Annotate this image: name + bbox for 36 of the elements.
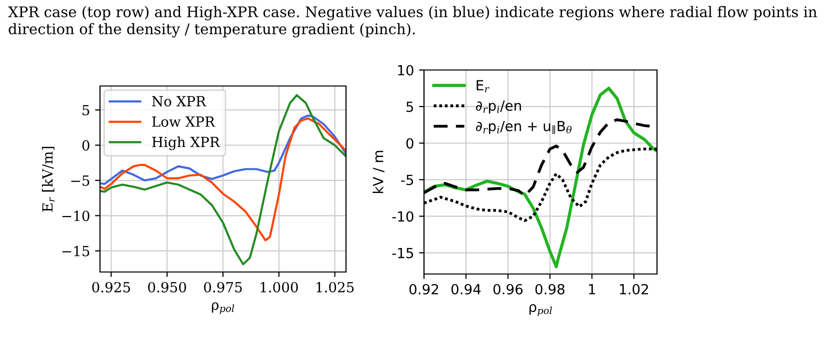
legend-label: ∂$_{r}$p$_{i}$/en + u$_{∥}$B$_{θ}$ <box>476 120 572 134</box>
x-axis-title: ρ$_{pol}$ <box>529 304 552 316</box>
x-tick-label: 1.025 <box>316 282 354 292</box>
line-series <box>100 94 346 266</box>
y-axis-title: kV / m <box>372 150 384 194</box>
legend-label: Low XPR <box>152 116 216 127</box>
y-tick-label: 0 <box>406 138 414 149</box>
legend-label: No XPR <box>152 96 206 106</box>
text: XPR case (top row) and High-XPR case. Negative values (in blue) indicate regions where radial flow points in direction of the density / temperature gradient (pinch). <box>8 6 817 38</box>
x-tick-label: 0.94 <box>451 284 481 294</box>
legend-label: ∂$_{r}$p$_{i}$/en <box>476 100 521 114</box>
x-axis-title: ρ$_{pol}$ <box>212 302 234 314</box>
x-tick-label: 1.02 <box>620 284 648 294</box>
x-tick-label: 0.925 <box>92 282 130 292</box>
line-series <box>100 117 346 242</box>
x-tick-label: 0.98 <box>535 284 564 294</box>
y-tick-label: -5 <box>401 174 414 186</box>
y-axis-title: E$_{r}$ [kV/m] <box>42 146 55 212</box>
y-tick-label: 5 <box>82 105 90 116</box>
y-tick-label: −5 <box>71 176 90 186</box>
y-tick-label: -10 <box>392 211 414 222</box>
y-tick-label: 10 <box>398 64 414 76</box>
x-tick-label: 0.975 <box>204 282 242 292</box>
y-tick-label: -15 <box>392 248 414 258</box>
y-tick-label: 5 <box>406 102 414 112</box>
line-series <box>100 114 346 185</box>
legend-label: High XPR <box>152 136 220 150</box>
y-tick-label: −10 <box>62 210 90 222</box>
x-tick-label: 1.000 <box>260 282 298 292</box>
y-tick-label: 0 <box>82 140 90 151</box>
x-tick-label: 0.96 <box>493 284 523 294</box>
x-tick-label: 0.950 <box>148 282 186 292</box>
x-tick-label: 1 <box>589 284 596 294</box>
y-tick-label: −15 <box>62 246 90 256</box>
legend-label: E$_{r}$ <box>476 80 490 92</box>
x-tick-label: 0.92 <box>409 284 438 294</box>
